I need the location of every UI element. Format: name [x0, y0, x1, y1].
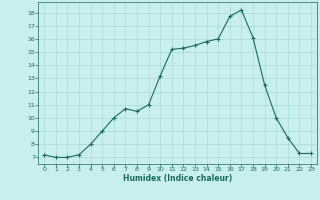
X-axis label: Humidex (Indice chaleur): Humidex (Indice chaleur)	[123, 174, 232, 183]
